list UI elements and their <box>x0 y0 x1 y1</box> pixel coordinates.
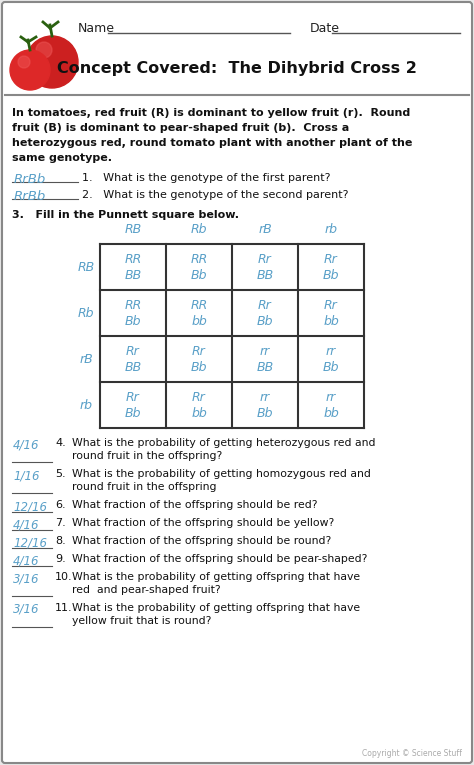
Text: 3/16: 3/16 <box>13 603 39 616</box>
Text: round fruit in the offspring: round fruit in the offspring <box>72 482 217 492</box>
Circle shape <box>10 50 50 90</box>
Text: rr
Bb: rr Bb <box>257 390 273 419</box>
Text: 11.: 11. <box>55 603 73 613</box>
Text: red  and pear-shaped fruit?: red and pear-shaped fruit? <box>72 585 220 595</box>
Text: 3.   Fill in the Punnett square below.: 3. Fill in the Punnett square below. <box>12 210 239 220</box>
Text: 8.: 8. <box>55 536 66 546</box>
Text: 12/16: 12/16 <box>13 500 47 513</box>
Text: What is the probability of getting homozygous red and: What is the probability of getting homoz… <box>72 469 371 479</box>
Text: 2.   What is the genotype of the second parent?: 2. What is the genotype of the second pa… <box>82 190 348 200</box>
Text: Copyright © Science Stuff: Copyright © Science Stuff <box>362 749 462 758</box>
Text: RB: RB <box>124 223 142 236</box>
Text: rb: rb <box>325 223 337 236</box>
Text: 4/16: 4/16 <box>13 554 39 567</box>
Text: What fraction of the offspring should be round?: What fraction of the offspring should be… <box>72 536 331 546</box>
Text: rr
Bb: rr Bb <box>323 344 339 373</box>
Text: What fraction of the offspring should be pear-shaped?: What fraction of the offspring should be… <box>72 554 367 564</box>
Text: rr
bb: rr bb <box>323 390 339 419</box>
Text: 9.: 9. <box>55 554 66 564</box>
Circle shape <box>36 42 52 58</box>
Circle shape <box>26 36 78 88</box>
Text: 4/16: 4/16 <box>13 438 39 451</box>
Text: fruit (B) is dominant to pear-shaped fruit (b).  Cross a: fruit (B) is dominant to pear-shaped fru… <box>12 123 349 133</box>
Text: 5.: 5. <box>55 469 65 479</box>
Text: RR
Bb: RR Bb <box>124 298 142 327</box>
Text: What is the probability of getting offspring that have: What is the probability of getting offsp… <box>72 572 360 582</box>
Circle shape <box>18 56 30 68</box>
Text: What fraction of the offspring should be red?: What fraction of the offspring should be… <box>72 500 318 510</box>
Text: Rr
BB: Rr BB <box>124 344 142 373</box>
Text: heterozygous red, round tomato plant with another plant of the: heterozygous red, round tomato plant wit… <box>12 138 412 148</box>
Text: rB: rB <box>79 353 93 366</box>
Text: RB: RB <box>77 261 95 274</box>
Text: Rr
Bb: Rr Bb <box>125 390 141 419</box>
Text: 7.: 7. <box>55 518 66 528</box>
Text: 4.: 4. <box>55 438 66 448</box>
Text: rb: rb <box>80 399 92 412</box>
Text: Rr
bb: Rr bb <box>191 390 207 419</box>
Text: 12/16: 12/16 <box>13 536 47 549</box>
Text: RrBb: RrBb <box>14 173 46 186</box>
Text: Rr
Bb: Rr Bb <box>257 298 273 327</box>
Text: 1/16: 1/16 <box>13 469 39 482</box>
Text: Rr
Bb: Rr Bb <box>191 344 207 373</box>
Text: Rr
Bb: Rr Bb <box>323 252 339 282</box>
Text: Date: Date <box>310 21 340 34</box>
Text: Concept Covered:  The Dihybrid Cross 2: Concept Covered: The Dihybrid Cross 2 <box>57 60 417 76</box>
Text: rB: rB <box>258 223 272 236</box>
Text: What is the probability of getting heterozygous red and: What is the probability of getting heter… <box>72 438 375 448</box>
Text: RR
BB: RR BB <box>124 252 142 282</box>
Text: 3/16: 3/16 <box>13 572 39 585</box>
Text: 10.: 10. <box>55 572 73 582</box>
Text: What is the probability of getting offspring that have: What is the probability of getting offsp… <box>72 603 360 613</box>
Text: RrBb: RrBb <box>14 190 46 203</box>
Text: RR
bb: RR bb <box>191 298 208 327</box>
Text: 6.: 6. <box>55 500 65 510</box>
Text: Name: Name <box>78 21 115 34</box>
Text: RR
Bb: RR Bb <box>191 252 208 282</box>
Text: Rr
BB: Rr BB <box>256 252 273 282</box>
Text: 4/16: 4/16 <box>13 518 39 531</box>
Text: What fraction of the offspring should be yellow?: What fraction of the offspring should be… <box>72 518 334 528</box>
Text: 1.   What is the genotype of the first parent?: 1. What is the genotype of the first par… <box>82 173 330 183</box>
Text: Rb: Rb <box>78 307 94 320</box>
Text: yellow fruit that is round?: yellow fruit that is round? <box>72 616 211 626</box>
Text: round fruit in the offspring?: round fruit in the offspring? <box>72 451 222 461</box>
Text: Rr
bb: Rr bb <box>323 298 339 327</box>
Text: In tomatoes, red fruit (R) is dominant to yellow fruit (r).  Round: In tomatoes, red fruit (R) is dominant t… <box>12 108 410 118</box>
Text: Rb: Rb <box>191 223 207 236</box>
Text: rr
BB: rr BB <box>256 344 273 373</box>
Text: same genotype.: same genotype. <box>12 153 112 163</box>
